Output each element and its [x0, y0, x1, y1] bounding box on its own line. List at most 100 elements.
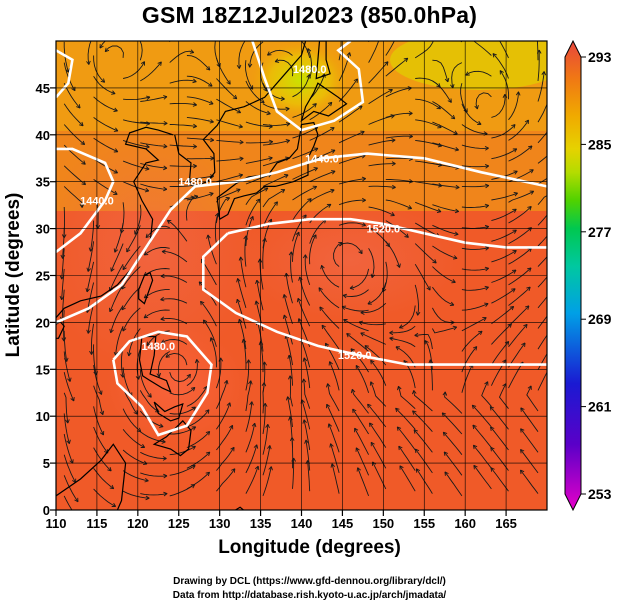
streamline: [283, 294, 293, 324]
streamline: [169, 465, 196, 476]
streamline: [216, 98, 241, 114]
contour-labels: 1440.0 1480.0 1440.0 1480.0 1520.0 1480.0 1520…: [80, 64, 400, 362]
streamline-arrowhead: [557, 168, 561, 172]
streamline-arrowhead: [499, 70, 504, 75]
streamline: [537, 371, 547, 391]
streamline-arrowhead: [360, 310, 365, 315]
streamline-arrowhead: [389, 5, 393, 9]
streamline-arrowhead: [210, 156, 215, 161]
streamline: [104, 45, 124, 58]
streamline: [432, 224, 459, 235]
contour-label: 1480.0: [178, 177, 212, 189]
streamline: [508, 342, 526, 368]
streamline-arrowhead: [454, 208, 460, 214]
streamline-arrowhead: [273, 201, 278, 206]
streamline: [285, 334, 293, 366]
streamline-arrowhead: [86, 267, 92, 272]
streamline: [165, 21, 187, 36]
streamline-arrowhead: [236, 188, 241, 193]
streamline: [326, 404, 340, 432]
streamline: [122, 429, 145, 448]
streamline-arrowhead: [472, 444, 478, 450]
streamline-arrowhead: [274, 58, 280, 63]
streamline-arrowhead: [443, 451, 449, 456]
streamline-arrowhead: [304, 439, 309, 444]
streamline: [169, 387, 196, 396]
streamline: [443, 451, 463, 476]
streamline: [215, 357, 222, 389]
streamline-arrowhead: [354, 427, 359, 433]
streamline-arrowhead: [356, 467, 361, 472]
streamline-arrowhead: [295, 231, 300, 237]
streamline-arrowhead: [76, 104, 81, 109]
streamline-arrowhead: [415, 468, 421, 473]
streamline: [358, 321, 386, 326]
streamline: [508, 305, 530, 327]
streamline-arrowhead: [143, 314, 149, 319]
streamline: [432, 183, 460, 188]
streamline-arrowhead: [327, 101, 333, 107]
streamline: [160, 298, 188, 304]
streamline-arrowhead: [254, 465, 260, 471]
streamline-arrowhead: [391, 138, 396, 143]
streamline: [385, 199, 412, 210]
streamline-arrowhead: [444, 471, 449, 476]
streamline: [536, 9, 538, 40]
streamline: [491, 94, 506, 118]
streamline: [63, 186, 83, 208]
streamline-arrowhead: [266, 29, 270, 33]
streamline: [93, 426, 109, 454]
y-tick-label: 15: [36, 362, 50, 377]
streamline: [491, 341, 510, 366]
streamline: [537, 256, 547, 267]
streamline: [432, 121, 458, 135]
streamline: [432, 80, 452, 103]
streamline-arrowhead: [395, 407, 400, 413]
coast-hainan: [56, 320, 65, 339]
contour-1480-west-loop: [56, 49, 74, 99]
x-tick-label: 140: [291, 516, 313, 531]
streamline-arrowhead: [553, 265, 557, 269]
streamline: [110, 305, 124, 333]
streamline-arrowhead: [528, 145, 533, 150]
streamline: [63, 475, 79, 503]
streamline-arrowhead: [134, 33, 138, 37]
streamline-arrowhead: [415, 311, 421, 316]
streamline: [93, 344, 97, 376]
streamline: [492, 53, 509, 79]
streamline-arrowhead: [320, 264, 325, 270]
streamline-arrowhead: [145, 495, 150, 501]
streamline: [186, 451, 211, 469]
colorbar-tick-label: 277: [588, 224, 612, 240]
streamline-arrowhead: [80, 140, 86, 146]
streamline-arrowhead: [553, 202, 557, 206]
streamline: [461, 165, 489, 168]
contour-label: 1520.0: [367, 224, 401, 236]
streamline-arrowhead: [144, 187, 150, 193]
streamline-arrowhead: [126, 247, 131, 253]
streamline-arrowhead: [370, 441, 375, 447]
streamline: [305, 439, 311, 471]
streamline-arrowhead: [159, 423, 164, 428]
streamline-arrowhead: [450, 84, 455, 89]
streamline: [432, 9, 434, 40]
streamline-arrowhead: [88, 247, 94, 252]
streamline-arrowhead: [492, 53, 497, 58]
streamline-arrowhead: [524, 119, 529, 125]
streamline: [432, 245, 458, 259]
streamline: [121, 346, 124, 378]
streamline: [169, 79, 197, 84]
streamline: [360, 332, 386, 345]
streamline-arrowhead: [521, 342, 526, 347]
streamline: [338, 52, 351, 82]
streamline: [414, 243, 437, 264]
streamline-arrowhead: [209, 337, 215, 342]
streamline: [262, 157, 290, 167]
y-tick-label: 40: [36, 128, 50, 143]
streamline-arrowhead: [511, 269, 517, 274]
streamline-arrowhead: [246, 359, 251, 364]
streamline-arrowhead: [454, 146, 459, 152]
streamline: [122, 245, 141, 270]
streamline: [368, 227, 390, 247]
streamline-arrowhead: [99, 44, 104, 49]
